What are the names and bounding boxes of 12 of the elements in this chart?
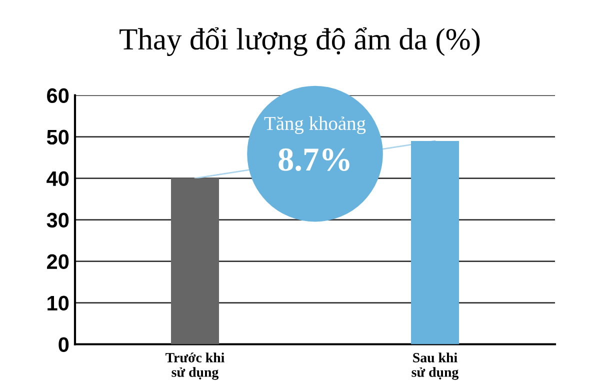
y-tick-label: 40 — [46, 171, 69, 186]
y-tick-label: 20 — [46, 254, 69, 270]
y-tick-label: 30 — [46, 212, 69, 228]
y-tick-label: 10 — [48, 296, 69, 311]
x-tick-label: Sau khi sử dụng — [412, 352, 459, 380]
y-tick-label: 50 — [46, 130, 69, 145]
y-tick-label: 0 — [58, 337, 69, 352]
chart-title: Thay đổi lượng độ ẩm da (%) — [120, 27, 480, 56]
y-tick-label: 60 — [47, 88, 69, 104]
annotation: Tăng khoảng — [264, 116, 366, 134]
annotation: 8.7% — [278, 148, 350, 172]
x-tick-label: Trước khi sử dụng — [166, 352, 224, 380]
